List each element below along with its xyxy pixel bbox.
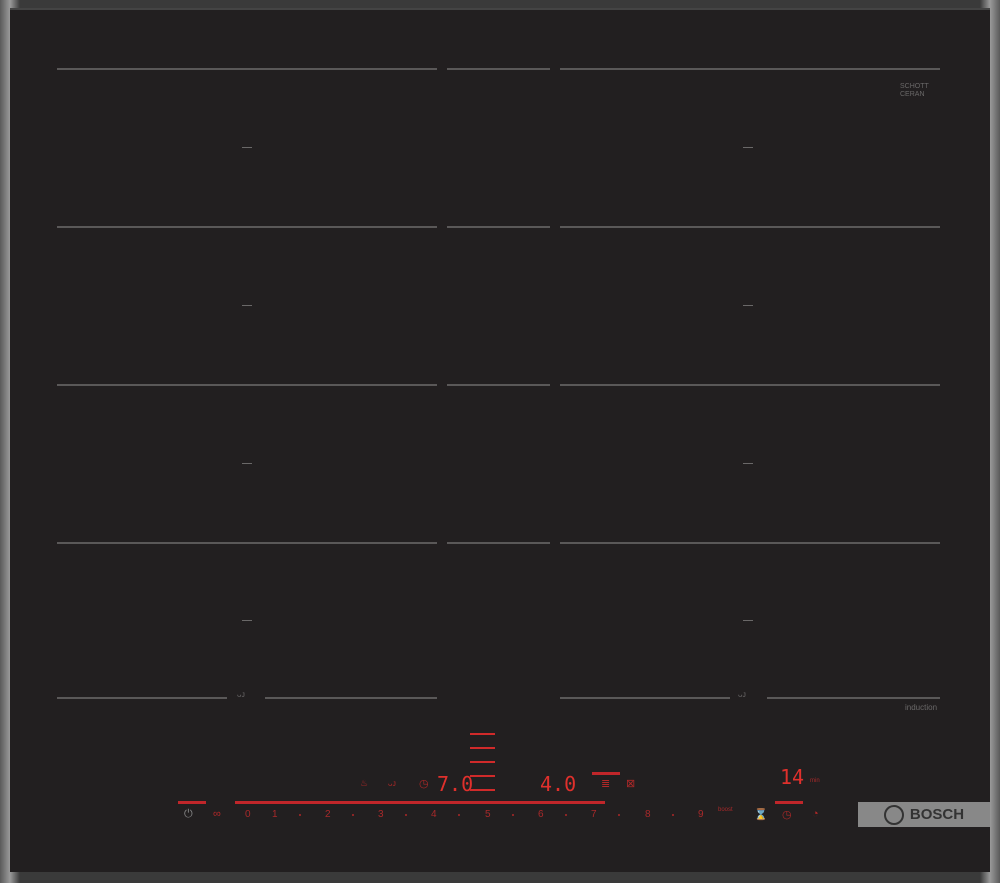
zone-marker	[743, 147, 753, 148]
right-power-display: 4.0	[540, 772, 577, 796]
slider-tick	[565, 814, 567, 816]
zone-marker	[743, 620, 753, 621]
power-icon[interactable]: ⏻	[184, 808, 193, 820]
zone-divider	[447, 226, 550, 228]
level-bar	[470, 733, 495, 735]
zone-divider	[57, 384, 437, 386]
boost-button[interactable]: boost	[718, 807, 733, 813]
pan-boost-icon[interactable]: ♨	[360, 778, 369, 788]
induction-label: induction	[905, 703, 938, 712]
slider-tick	[672, 814, 674, 816]
bosch-logo-icon	[883, 804, 904, 825]
zone-divider	[57, 542, 437, 544]
slider-tick	[405, 814, 407, 816]
zone-marker	[242, 620, 252, 621]
slider-level-8[interactable]: 8	[645, 809, 651, 820]
fry-sensor-icon[interactable]: ᴗᴊ	[388, 779, 396, 788]
level-bar	[470, 789, 495, 791]
slider-level-9[interactable]: 9	[698, 809, 704, 820]
level-bar	[470, 775, 495, 777]
bosch-badge: BOSCH	[858, 802, 990, 827]
stopwatch-icon[interactable]: ◔	[812, 808, 819, 820]
zone-marker	[242, 463, 252, 464]
slider-level-6[interactable]: 6	[538, 809, 544, 820]
level-bar	[470, 761, 495, 763]
timer-indicator	[775, 801, 803, 804]
brand-name: BOSCH	[909, 806, 965, 823]
zone-indicator	[592, 772, 620, 775]
slider-level-4[interactable]: 4	[431, 809, 437, 820]
level-bar	[470, 747, 495, 749]
move-mode-icon[interactable]: ⊠	[626, 778, 636, 790]
slider-level-5[interactable]: 5	[485, 809, 491, 820]
zone-divider	[57, 226, 437, 228]
zone-divider	[560, 542, 940, 544]
timer-icon[interactable]: ◷	[782, 809, 792, 821]
zone-divider	[265, 697, 437, 699]
slider-tick	[512, 814, 514, 816]
zone-divider	[560, 68, 940, 70]
slider-level-3[interactable]: 3	[378, 809, 384, 820]
schott-ceran-logo: SCHOTT CERAN	[900, 83, 929, 98]
flex-zone-icon: ᴗᴊ	[237, 690, 245, 699]
slider-level-0[interactable]: 0	[245, 809, 251, 820]
timer-display: 14	[780, 765, 805, 789]
slider-tick	[299, 814, 301, 816]
zone-divider	[447, 68, 550, 70]
power-indicator	[178, 801, 206, 804]
zone-marker	[743, 463, 753, 464]
zone-marker	[743, 305, 753, 306]
zone-timer-icon[interactable]: ◷	[419, 778, 429, 790]
slider-level-7[interactable]: 7	[591, 809, 597, 820]
zone-divider	[767, 697, 940, 699]
slider-level-1[interactable]: 1	[272, 809, 278, 820]
left-power-display: 7.0	[437, 772, 474, 796]
slider-tick	[352, 814, 354, 816]
timer-unit: min	[810, 778, 820, 784]
zone-divider	[447, 542, 550, 544]
slider-tick	[618, 814, 620, 816]
flex-mode-icon[interactable]: ≣	[601, 778, 611, 790]
child-lock-icon[interactable]: ∞	[213, 808, 221, 820]
keep-warm-icon[interactable]: ⌛	[754, 809, 768, 821]
zone-divider	[447, 384, 550, 386]
zone-divider	[560, 697, 730, 699]
zone-marker	[242, 305, 252, 306]
flex-zone-icon: ᴗᴊ	[738, 690, 746, 699]
slider-level-2[interactable]: 2	[325, 809, 331, 820]
power-slider[interactable]	[235, 801, 605, 804]
zone-divider	[560, 384, 940, 386]
zone-divider	[560, 226, 940, 228]
zone-divider	[57, 697, 227, 699]
zone-divider	[57, 68, 437, 70]
zone-marker	[242, 147, 252, 148]
ceramic-glass-surface	[10, 8, 990, 872]
slider-tick	[458, 814, 460, 816]
